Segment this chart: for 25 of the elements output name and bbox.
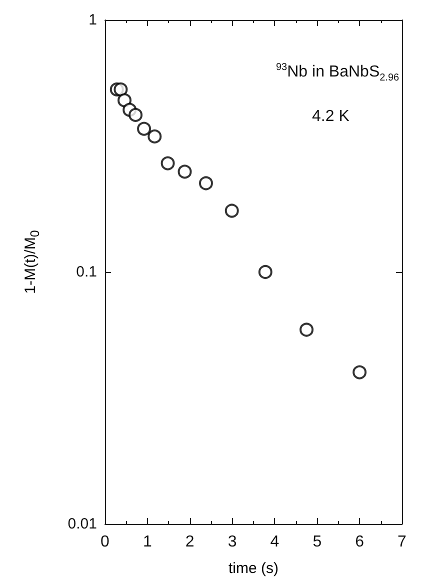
x-tick-label: 3 — [228, 534, 237, 550]
point — [300, 322, 314, 337]
y-tick-label: 0.01 — [68, 516, 97, 532]
point — [128, 108, 143, 122]
y-tick-label: 0.1 — [76, 264, 97, 280]
point — [114, 82, 128, 96]
x-tick-label: 7 — [398, 534, 407, 550]
x-tick-label: 0 — [100, 534, 110, 550]
point — [224, 204, 239, 218]
x-tick-label: 6 — [355, 534, 364, 550]
x-axis-title: time (s) — [228, 560, 280, 577]
point — [160, 156, 175, 170]
y-tick-label: 1 — [88, 12, 97, 28]
x-tick-label: 2 — [185, 534, 194, 550]
point — [137, 122, 152, 136]
point — [198, 176, 213, 190]
point — [148, 129, 162, 144]
x-tick-label: 4 — [270, 534, 280, 550]
x-tick-label: 5 — [312, 534, 322, 550]
point — [258, 265, 272, 279]
annotation: $^{93}$Nb in BaNbS$_{2.96}$ — [276, 62, 400, 84]
annotation: 4.2 K — [312, 108, 350, 126]
point — [178, 164, 192, 179]
point — [352, 365, 367, 380]
x-tick-label: 1 — [142, 534, 152, 550]
